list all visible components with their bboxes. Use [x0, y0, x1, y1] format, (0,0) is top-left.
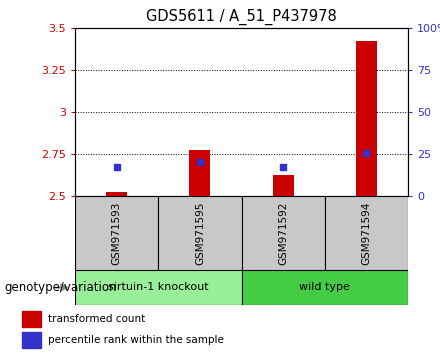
- Bar: [190, 150, 210, 196]
- Bar: [325, 196, 408, 270]
- Bar: [22, 332, 41, 348]
- Bar: [75, 270, 242, 305]
- Text: GSM971593: GSM971593: [112, 201, 121, 265]
- Text: GSM971592: GSM971592: [278, 201, 288, 265]
- Bar: [356, 41, 377, 196]
- Title: GDS5611 / A_51_P437978: GDS5611 / A_51_P437978: [146, 9, 337, 25]
- Text: GSM971595: GSM971595: [195, 201, 205, 265]
- Bar: [242, 196, 325, 270]
- Text: wild type: wild type: [299, 282, 350, 292]
- Text: transformed count: transformed count: [48, 314, 145, 324]
- Bar: [22, 312, 41, 327]
- Text: percentile rank within the sample: percentile rank within the sample: [48, 335, 224, 346]
- Bar: [242, 270, 408, 305]
- Text: GSM971594: GSM971594: [361, 201, 371, 265]
- Bar: [273, 175, 293, 196]
- Bar: [106, 192, 127, 196]
- Bar: [158, 196, 242, 270]
- Text: sirtuin-1 knockout: sirtuin-1 knockout: [108, 282, 209, 292]
- Bar: [75, 196, 158, 270]
- Text: genotype/variation: genotype/variation: [4, 281, 117, 294]
